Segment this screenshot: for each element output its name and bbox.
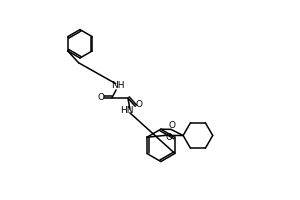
Text: NH: NH — [111, 81, 125, 90]
Text: O: O — [169, 121, 176, 130]
Text: HN: HN — [120, 106, 134, 115]
Text: O: O — [135, 100, 142, 109]
Text: O: O — [97, 93, 104, 102]
Text: O: O — [165, 133, 172, 142]
